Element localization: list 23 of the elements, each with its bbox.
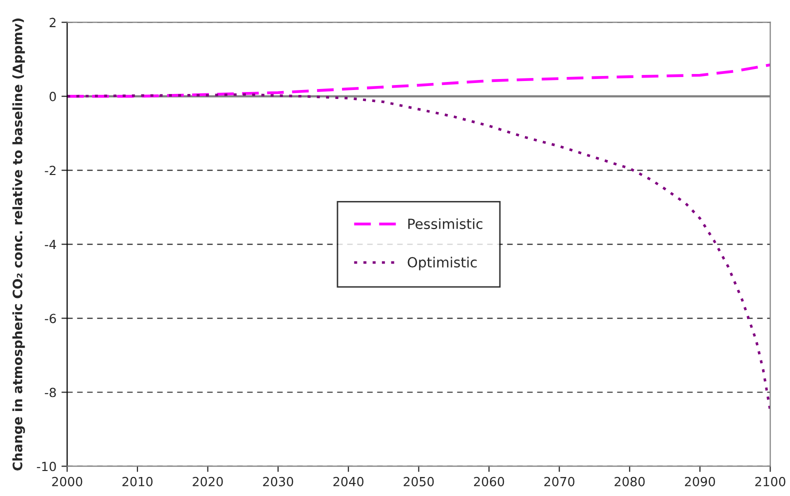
y-tick-label: 2 <box>50 18 56 28</box>
x-tick-label: 2040 <box>333 476 364 486</box>
legend-label: Pessimistic <box>408 218 482 230</box>
x-tick-label: 2090 <box>684 476 716 486</box>
line-series <box>67 93 770 412</box>
y-tick-label: -4 <box>44 240 56 250</box>
x-tick-label: 2010 <box>122 476 153 486</box>
x-tick-label: 2030 <box>263 476 294 486</box>
x-tick-label: 2070 <box>544 476 574 486</box>
legend-label: Optimistic <box>408 256 477 270</box>
y-tick-label: -6 <box>44 314 56 324</box>
line-series <box>67 63 770 98</box>
y-tick-label: -8 <box>44 388 56 398</box>
x-tick-label: 2100 <box>755 476 786 486</box>
x-tick-label: 2060 <box>474 476 504 486</box>
x-tick-label: 2020 <box>192 476 223 486</box>
y-tick-label: -10 <box>36 462 56 472</box>
x-tick-label: 2000 <box>52 476 82 486</box>
x-tick-label: 2080 <box>614 476 645 486</box>
y-tick-label: -2 <box>44 166 56 176</box>
x-tick-label: 2050 <box>404 476 434 486</box>
y-tick-label: 0 <box>50 92 56 102</box>
y-axis-title: Change in atmospheric CO₂ conc. relative to baseline (Δppmv) <box>12 18 25 470</box>
